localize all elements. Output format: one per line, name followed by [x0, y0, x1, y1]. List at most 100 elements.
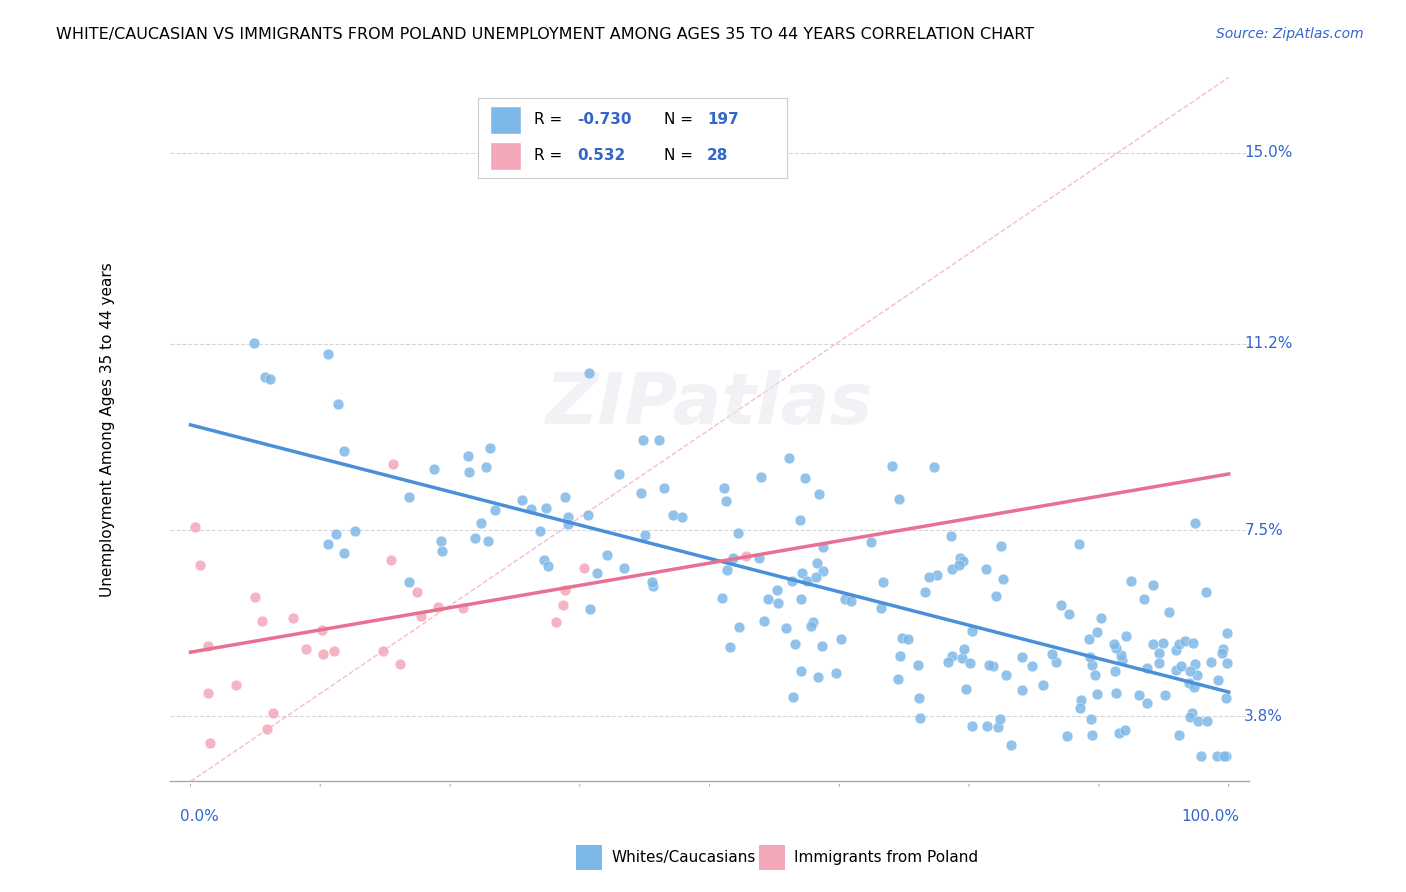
Whites/Caucasians [1149, 646, 1171, 660]
Whites/Caucasians [1111, 653, 1133, 667]
Whites/Caucasians [756, 592, 779, 607]
Whites/Caucasians [780, 574, 803, 589]
Whites/Caucasians [1000, 738, 1022, 752]
Whites/Caucasians [316, 537, 339, 551]
Whites/Caucasians [1195, 585, 1218, 599]
Immigrants from Poland [380, 553, 402, 567]
Whites/Caucasians [1077, 632, 1099, 647]
Whites/Caucasians [1136, 661, 1159, 675]
Whites/Caucasians [1180, 710, 1202, 724]
Whites/Caucasians [1084, 668, 1107, 682]
Whites/Caucasians [1211, 646, 1233, 660]
Whites/Caucasians [790, 664, 813, 678]
Whites/Caucasians [891, 631, 914, 645]
Text: WHITE/CAUCASIAN VS IMMIGRANTS FROM POLAND UNEMPLOYMENT AMONG AGES 35 TO 44 YEARS: WHITE/CAUCASIAN VS IMMIGRANTS FROM POLAN… [56, 27, 1035, 42]
Whites/Caucasians [1182, 636, 1205, 650]
Whites/Caucasians [995, 668, 1018, 682]
Text: R =: R = [534, 148, 567, 163]
Whites/Caucasians [1111, 648, 1133, 662]
Whites/Caucasians [1182, 680, 1205, 694]
Whites/Caucasians [586, 566, 609, 580]
Whites/Caucasians [576, 508, 599, 523]
Text: R =: R = [534, 112, 567, 128]
Whites/Caucasians [1167, 727, 1189, 741]
Whites/Caucasians [333, 546, 356, 560]
Whites/Caucasians [662, 508, 685, 522]
Whites/Caucasians [316, 347, 339, 361]
Immigrants from Poland [252, 614, 274, 628]
Text: Source: ZipAtlas.com: Source: ZipAtlas.com [1216, 27, 1364, 41]
Whites/Caucasians [908, 711, 931, 725]
Immigrants from Poland [551, 598, 574, 612]
Immigrants from Poland [546, 615, 568, 629]
Whites/Caucasians [752, 614, 775, 628]
Text: 197: 197 [707, 112, 738, 128]
Whites/Caucasians [766, 583, 789, 598]
Immigrants from Poland [451, 600, 474, 615]
Whites/Caucasians [1195, 714, 1218, 728]
Whites/Caucasians [529, 524, 551, 538]
Whites/Caucasians [1070, 693, 1092, 707]
Whites/Caucasians [796, 574, 818, 588]
Whites/Caucasians [766, 596, 789, 610]
Whites/Caucasians [977, 658, 1000, 673]
Whites/Caucasians [790, 591, 813, 606]
Text: Immigrants from Poland: Immigrants from Poland [794, 850, 979, 864]
Whites/Caucasians [938, 655, 960, 669]
Whites/Caucasians [889, 648, 911, 663]
Whites/Caucasians [778, 450, 800, 465]
Whites/Caucasians [533, 552, 555, 566]
Whites/Caucasians [432, 544, 454, 558]
Whites/Caucasians [925, 568, 948, 582]
Immigrants from Poland [295, 642, 318, 657]
Whites/Caucasians [1040, 647, 1063, 661]
Whites/Caucasians [1189, 749, 1212, 764]
Whites/Caucasians [652, 481, 675, 495]
Whites/Caucasians [578, 366, 600, 380]
Whites/Caucasians [953, 642, 976, 657]
Whites/Caucasians [578, 602, 600, 616]
Text: Whites/Caucasians: Whites/Caucasians [612, 850, 756, 864]
Whites/Caucasians [907, 690, 929, 705]
Whites/Caucasians [948, 558, 970, 572]
Whites/Caucasians [1045, 655, 1067, 669]
Whites/Caucasians [477, 534, 499, 549]
Whites/Caucasians [536, 559, 558, 574]
Whites/Caucasians [710, 591, 733, 605]
Whites/Caucasians [1069, 700, 1091, 714]
Whites/Caucasians [976, 562, 998, 576]
Whites/Caucasians [1081, 728, 1104, 742]
Whites/Caucasians [1206, 673, 1229, 687]
Whites/Caucasians [941, 648, 963, 663]
Whites/Caucasians [801, 615, 824, 630]
Immigrants from Poland [245, 590, 267, 604]
Whites/Caucasians [981, 659, 1004, 673]
Immigrants from Poland [256, 722, 278, 736]
Whites/Caucasians [328, 397, 350, 411]
Whites/Caucasians [1136, 696, 1159, 710]
Whites/Caucasians [557, 517, 579, 532]
Whites/Caucasians [344, 524, 367, 538]
Whites/Caucasians [1201, 655, 1223, 669]
Whites/Caucasians [1154, 689, 1177, 703]
Whites/Caucasians [889, 492, 911, 507]
Immigrants from Poland [197, 639, 219, 653]
Whites/Caucasians [811, 540, 834, 554]
Whites/Caucasians [990, 540, 1012, 554]
Whites/Caucasians [749, 470, 772, 484]
Whites/Caucasians [718, 640, 741, 654]
Whites/Caucasians [1057, 607, 1080, 622]
Whites/Caucasians [1184, 657, 1206, 671]
Whites/Caucasians [1115, 629, 1137, 643]
Whites/Caucasians [1215, 690, 1237, 705]
Immigrants from Poland [281, 611, 304, 625]
Whites/Caucasians [484, 502, 506, 516]
Text: 0.532: 0.532 [576, 148, 626, 163]
Immigrants from Poland [382, 458, 405, 472]
Whites/Caucasians [824, 666, 846, 681]
Whites/Caucasians [457, 465, 479, 479]
Whites/Caucasians [1021, 659, 1043, 673]
Whites/Caucasians [716, 494, 738, 508]
Whites/Caucasians [830, 632, 852, 646]
Whites/Caucasians [1011, 649, 1033, 664]
